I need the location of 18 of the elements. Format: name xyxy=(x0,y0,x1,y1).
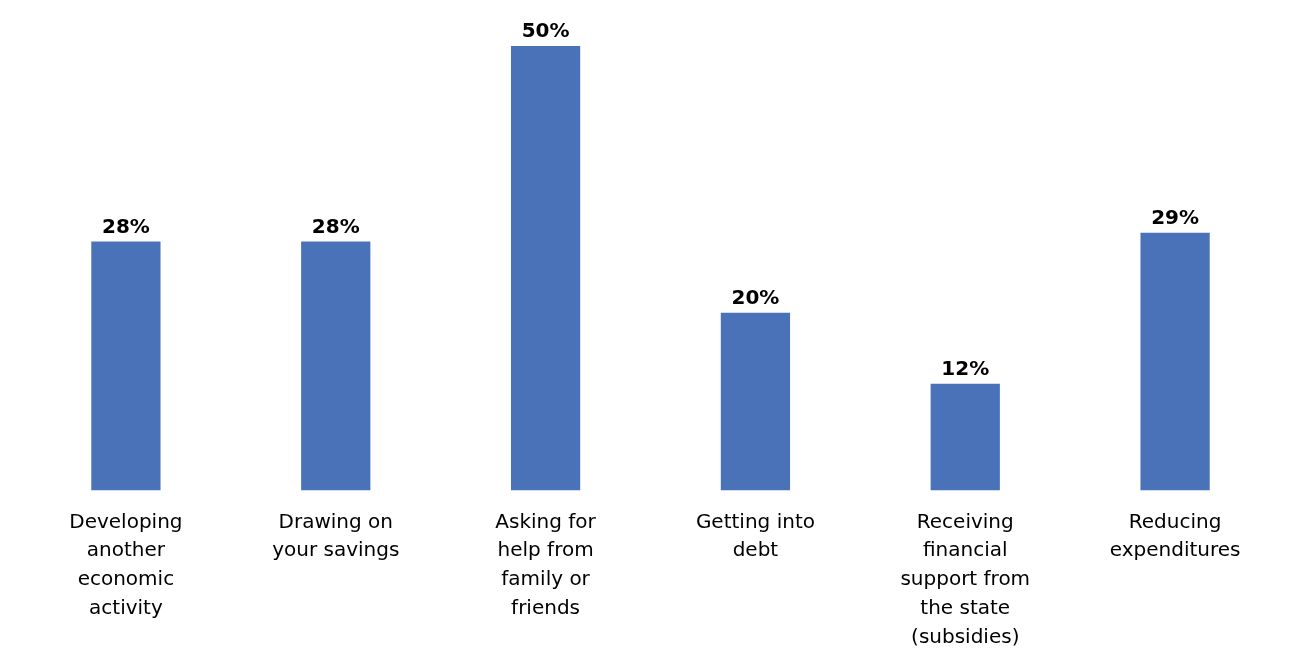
data-label: 28% xyxy=(101,213,150,238)
x-tick-label: Developing another economic activity xyxy=(69,508,183,619)
x-tick-label: Receiving financial support from the state (subsidies) xyxy=(900,508,1031,648)
data-label: 12% xyxy=(941,355,990,380)
bar xyxy=(930,383,1000,491)
bar xyxy=(720,312,791,491)
x-tick-label: Asking for help from family or friends xyxy=(495,508,597,619)
data-label: 29% xyxy=(1151,204,1200,229)
bar xyxy=(510,46,581,491)
bar xyxy=(1140,232,1210,491)
bar xyxy=(301,241,371,491)
data-label: 20% xyxy=(731,284,780,309)
data-label: 28% xyxy=(311,213,360,238)
bar xyxy=(91,241,161,491)
x-tick-label: Drawing on your savings xyxy=(272,508,400,562)
x-tick-label: Reducing expenditures xyxy=(1109,508,1241,562)
data-label: 50% xyxy=(521,18,570,43)
x-tick-label: Getting into debt xyxy=(695,508,815,562)
